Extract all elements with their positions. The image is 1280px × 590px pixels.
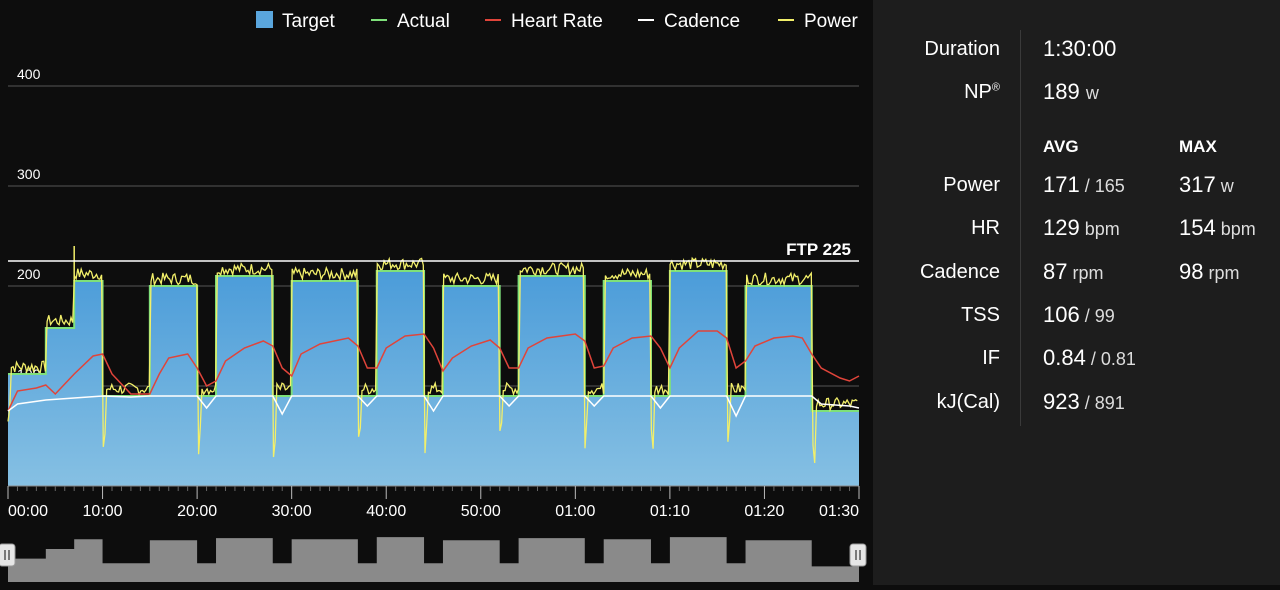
legend-label-heart-rate: Heart Rate [511,11,603,32]
tss-label: TSS [961,304,1000,326]
ftp-label: FTP 225 [786,240,851,259]
x-tick-label-6: 01:00 [555,503,595,520]
overview-handle-left-grip [0,543,16,567]
x-tick-label-1: 10:00 [83,503,123,520]
cadence-line [7,395,860,418]
overview-handle-left[interactable] [0,543,16,567]
y-tick-label-300: 300 [17,166,41,182]
hr-avg-value: 129 bpm [1043,215,1120,240]
overview-handle-right-grip [849,543,867,567]
target-area [8,271,859,486]
x-tick-label-3: 30:00 [272,503,312,520]
cadence-label: Cadence [919,261,1000,283]
kj-cal-avg-value: 923 / 891 [1043,389,1125,414]
tss-avg-value: 106 / 99 [1043,302,1115,327]
chart-legend: Target Actual Heart Rate Cadence Power [256,11,859,32]
if-avg-value: 0.84 / 0.81 [1043,345,1136,370]
power-max-value: 317 w [1179,172,1234,197]
legend-label-target: Target [282,11,336,32]
x-tick-label-0: 00:00 [8,503,48,520]
x-tick-label-5: 50:00 [461,503,501,520]
y-tick-label-200: 200 [17,266,41,282]
workout-overview-scrubber[interactable] [0,530,873,585]
cadence-max-value: 98 rpm [1179,259,1240,284]
cadence-avg-value: 87 rpm [1043,259,1104,284]
overview-handle-right[interactable] [849,543,867,567]
duration-value: 1:30:00 [1043,36,1117,61]
np-label: NP® [964,81,1000,103]
legend-label-cadence: Cadence [664,11,740,32]
overview-target-area [8,537,859,582]
x-tick-label-7: 01:10 [650,503,690,520]
if-label: IF [982,347,1000,369]
stats-divider [1020,30,1021,426]
x-axis: 00:00 10:00 20:00 30:00 40:00 50:00 01:00 01:10… [7,485,860,520]
x-tick-label-4: 40:00 [366,503,406,520]
summary-stats-panel: Duration 1:30:00 NP® 189 w AVG MAX Power… [873,0,1280,585]
x-tick-label-2: 20:00 [177,503,217,520]
hr-max-value: 154 bpm [1179,215,1256,240]
x-tick-label-8: 01:20 [744,503,784,520]
hr-label: HR [971,217,1000,239]
legend-label-actual: Actual [397,11,450,32]
x-tick-label-9: 01:30 [819,503,859,520]
heart-rate-line [7,330,860,412]
power-line [7,256,858,464]
power-avg-value: 171 / 165 [1043,172,1125,197]
power-label: Power [943,174,1000,196]
max-header: MAX [1179,137,1217,156]
np-value: 189 w [1043,79,1099,104]
chart-plot-area: FTP 225 [7,240,860,486]
legend-label-power: Power [804,11,859,32]
legend-swatch-target [256,11,273,28]
avg-header: AVG [1043,137,1079,156]
y-tick-label-400: 400 [17,66,41,82]
kj-cal-label: kJ(Cal) [936,391,1000,413]
chart-grid: 100200300400 [8,66,859,387]
duration-label: Duration [924,38,1000,60]
